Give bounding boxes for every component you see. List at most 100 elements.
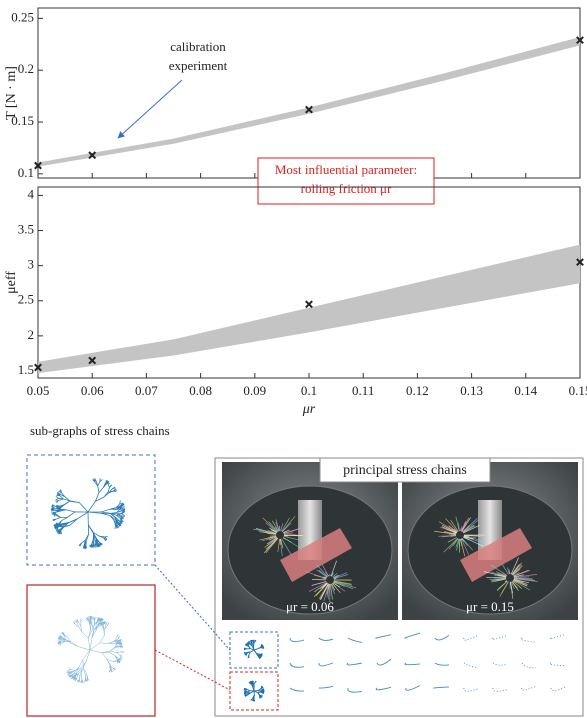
branch [98,619,102,621]
streak [252,528,277,535]
streak [499,581,509,597]
mini-chain [346,662,363,666]
branch [250,648,255,651]
branch [99,535,105,539]
streak [513,579,527,586]
mini-box-red [229,671,279,711]
mini-chain [463,634,479,641]
streak [450,535,457,537]
mini-chain [434,635,450,641]
branch [101,652,108,660]
branch [88,629,91,639]
branch [89,615,91,620]
x-tick-label: 0.06 [81,383,104,398]
branch [59,643,62,647]
branch [56,514,61,518]
branch [250,643,253,647]
streak [502,572,508,576]
branch [252,684,255,688]
mini-chain [347,687,363,693]
branch [61,641,66,644]
branch [248,641,250,643]
streak [510,572,512,575]
data-marker [88,356,97,365]
branch [59,504,65,507]
branch [52,518,57,521]
branch [63,498,71,502]
branch [100,512,111,516]
streak [267,529,277,534]
streak [280,523,284,532]
streak [513,577,533,580]
streak [496,580,508,592]
branch [121,508,125,510]
branch [103,537,108,541]
streak [512,580,523,589]
data-marker [305,300,313,309]
branch [84,678,86,682]
streak [453,532,457,534]
streak [448,538,459,550]
branch [76,511,89,520]
branch [101,622,105,624]
streak [321,582,328,588]
branch [51,506,55,509]
branch [247,656,250,659]
branch [58,640,62,644]
mini-chain [521,662,537,669]
branch [119,500,121,504]
branch [117,660,121,662]
branch [109,664,113,669]
branch [97,481,101,487]
streak [331,572,334,577]
branch [101,650,111,653]
branch [81,668,83,676]
branch [104,621,107,626]
branch [251,680,254,683]
branch [99,642,109,644]
streak [268,521,279,532]
annotation: experiment [169,58,228,73]
mini-chain [434,662,450,666]
streak [333,581,354,590]
subgraph-box-red [26,584,156,717]
streak [510,581,515,589]
mini-chain [492,662,508,666]
branch [247,692,251,695]
streak [444,531,457,535]
streak [275,519,280,532]
streak [259,535,277,541]
mini-chain [492,687,508,692]
streak [255,528,277,535]
y-tick-label: 0.1 [18,165,34,180]
branch [100,508,111,513]
branch [58,643,62,645]
mini-chain [289,662,305,668]
branch [93,543,97,547]
stress-streaks [252,515,538,602]
branch [73,621,76,625]
callout-text: Most influential parameter: [275,162,417,177]
branch [260,653,263,655]
branch [82,649,91,660]
mini-chain [550,686,566,692]
streak [328,583,330,586]
branch [88,638,91,651]
streak [442,524,457,534]
branch [95,620,99,625]
branch [83,668,87,674]
streak [463,534,481,537]
branch [244,689,247,692]
branch [86,673,88,679]
streak [510,581,514,594]
mini-chain [404,662,421,666]
streak [507,567,510,575]
branch [108,641,115,644]
x-tick-label: 0.15 [569,383,587,398]
branch [80,626,83,633]
annotation-arrow [117,79,183,139]
streak [333,580,353,586]
streak [333,574,349,579]
streak [513,574,538,578]
branch [79,668,83,675]
